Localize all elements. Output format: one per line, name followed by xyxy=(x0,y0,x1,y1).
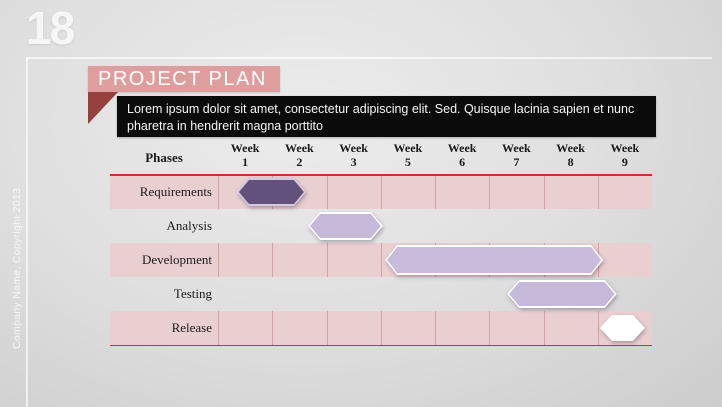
gridline xyxy=(326,311,328,345)
gantt-bar-fill xyxy=(239,180,304,204)
ribbon-fold-decoration xyxy=(88,92,118,124)
gridline xyxy=(218,175,219,209)
gantt-bar-border xyxy=(507,280,617,308)
week-number: 9 xyxy=(621,155,628,169)
column-header-week-7: Week 7 xyxy=(489,141,543,173)
gantt-bar-fill xyxy=(509,282,615,306)
phase-label: Development xyxy=(141,252,212,267)
gridline xyxy=(326,243,328,277)
gantt-bar-testing xyxy=(507,280,617,308)
gantt-bar-border xyxy=(385,245,603,275)
gridline xyxy=(272,311,274,345)
gridline xyxy=(489,175,491,209)
column-header-week-6: Week 6 xyxy=(435,141,489,173)
slide-page-number: 18 xyxy=(26,2,75,54)
gantt-bar-fill xyxy=(310,214,381,238)
column-header-week-3: Week 3 xyxy=(327,141,381,173)
description-line-1: Lorem ipsum dolor sit amet, consectetur … xyxy=(127,102,635,116)
gantt-bar-border xyxy=(308,212,383,240)
gantt-bar-analysis xyxy=(308,212,383,240)
gridline xyxy=(543,175,545,209)
week-number: 6 xyxy=(459,155,466,169)
phase-label: Requirements xyxy=(139,184,212,199)
gridline xyxy=(380,311,382,345)
frame-line-left xyxy=(26,57,28,407)
week-number: 5 xyxy=(404,155,411,169)
gridline xyxy=(272,243,274,277)
gridline xyxy=(326,175,328,209)
gridline xyxy=(218,311,219,345)
gridline xyxy=(489,311,491,345)
phase-label: Release xyxy=(171,320,212,335)
week-number: 1 xyxy=(242,155,249,169)
week-word: Week xyxy=(285,141,314,155)
description-line-2: pharetra in hendrerit magna porttito xyxy=(127,118,323,133)
column-header-phases: Phases xyxy=(145,150,183,165)
table-bottom-rule xyxy=(110,344,652,346)
gridline xyxy=(597,311,599,345)
week-number: 7 xyxy=(513,155,520,169)
gridline xyxy=(218,243,219,277)
gantt-bar-development xyxy=(385,245,603,275)
gantt-row-testing: Testing xyxy=(110,277,652,311)
title-banner: PROJECT PLAN xyxy=(88,66,280,92)
gantt-bar-fill xyxy=(387,247,601,273)
week-word: Week xyxy=(339,141,368,155)
gridline xyxy=(380,175,382,209)
table-top-rule xyxy=(110,174,652,176)
gantt-row-requirements: Requirements xyxy=(110,175,652,209)
frame-line-top xyxy=(26,57,712,59)
gantt-row-analysis: Analysis xyxy=(110,209,652,243)
slide-title: PROJECT PLAN xyxy=(98,68,267,90)
copyright-note: Company Name, Copyright 2013 xyxy=(11,187,23,349)
gridline xyxy=(597,175,599,209)
week-word: Week xyxy=(610,141,640,155)
column-header-week-5: Week 5 xyxy=(381,141,435,173)
column-header-week-2: Week 2 xyxy=(272,141,326,173)
gridline xyxy=(435,311,436,345)
week-number: 8 xyxy=(567,155,574,169)
gridline xyxy=(435,175,436,209)
gantt-bar-border xyxy=(600,315,645,341)
gantt-row-release: Release xyxy=(110,311,652,345)
column-header-week-9: Week 9 xyxy=(598,141,652,173)
phase-label: Testing xyxy=(173,286,212,301)
week-number: 2 xyxy=(296,155,303,169)
gantt-bar-release xyxy=(600,315,645,341)
gantt-chart: Phases Week 1 Week 2 Week 3 Week 5 Week 6 Week 7 Wee… xyxy=(110,138,652,347)
week-word: Week xyxy=(393,141,423,155)
gridline xyxy=(380,243,382,277)
week-word: Week xyxy=(556,141,585,155)
column-header-week-1: Week 1 xyxy=(218,141,272,173)
week-word: Week xyxy=(447,141,477,155)
week-word: Week xyxy=(230,141,260,155)
phase-label: Analysis xyxy=(166,218,213,233)
column-header-week-8: Week 8 xyxy=(544,141,598,173)
week-number: 3 xyxy=(350,155,357,169)
week-word: Week xyxy=(502,141,531,155)
gantt-bar-fill xyxy=(602,317,643,339)
gantt-bar-requirements xyxy=(237,178,306,206)
description-box: Lorem ipsum dolor sit amet, consectetur … xyxy=(117,96,656,137)
gridline xyxy=(543,311,545,345)
gantt-bar-border xyxy=(237,178,306,206)
